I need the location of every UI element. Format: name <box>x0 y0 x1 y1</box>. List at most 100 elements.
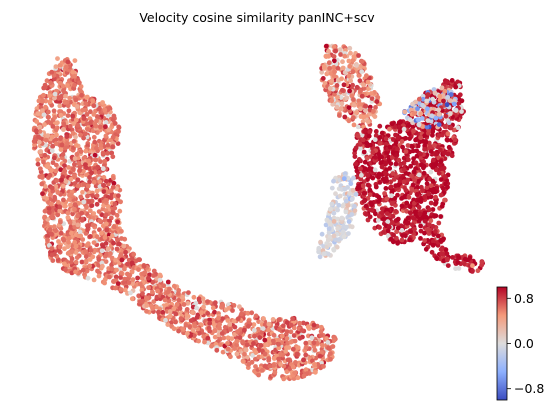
cell-point <box>301 320 306 326</box>
cell-point <box>127 272 133 278</box>
cell-point <box>111 175 116 181</box>
cell-point <box>425 227 431 232</box>
cell-point <box>240 339 246 345</box>
cell-point <box>94 193 100 199</box>
cell-point <box>372 137 378 143</box>
cell-point <box>91 103 97 109</box>
cell-point <box>412 178 417 183</box>
cell-point <box>53 168 59 174</box>
cell-point <box>85 193 90 199</box>
cell-point <box>342 70 348 75</box>
cell-point <box>73 259 79 265</box>
cell-point <box>57 109 62 114</box>
cell-point <box>340 65 346 71</box>
cell-point <box>97 218 103 224</box>
cell-point <box>396 157 402 163</box>
cell-point <box>103 241 109 246</box>
cell-point <box>335 95 340 100</box>
cell-point <box>60 183 66 189</box>
cell-point <box>71 121 77 126</box>
cell-point <box>413 137 418 143</box>
cell-point <box>102 162 107 168</box>
cell-point <box>96 273 102 279</box>
cell-point <box>67 220 73 225</box>
cell-point <box>445 151 451 157</box>
cell-point <box>46 109 51 115</box>
cell-point <box>52 91 58 97</box>
cell-point <box>364 73 369 79</box>
cell-point <box>271 338 276 344</box>
cell-point <box>318 329 324 334</box>
cell-point <box>202 339 207 345</box>
cell-point <box>434 256 440 262</box>
cell-point <box>39 175 45 180</box>
cell-point <box>326 219 332 225</box>
colorbar-tick-label: 0.8 <box>514 291 534 306</box>
cell-point <box>354 110 360 115</box>
cell-point <box>395 135 401 141</box>
cell-point <box>65 113 71 118</box>
cell-point <box>92 139 98 145</box>
cell-point <box>418 135 423 141</box>
cell-point <box>72 82 77 88</box>
cell-point <box>341 176 347 182</box>
cell-point <box>339 87 345 93</box>
cell-point <box>284 329 290 334</box>
cell-point <box>379 164 385 170</box>
cell-point <box>366 133 372 139</box>
cell-point <box>58 219 63 225</box>
cell-point <box>427 207 432 213</box>
cell-point <box>367 129 373 135</box>
cell-point <box>361 198 367 204</box>
cell-point <box>42 152 48 158</box>
cell-point <box>71 173 77 179</box>
cell-point <box>43 137 49 143</box>
cell-point <box>244 342 250 348</box>
cell-point <box>35 157 41 163</box>
cell-point <box>267 363 273 369</box>
cell-point <box>331 337 337 343</box>
cell-point <box>49 185 55 191</box>
cell-point <box>46 206 52 212</box>
cell-point <box>364 140 370 146</box>
cell-point <box>61 237 67 243</box>
cell-point <box>363 203 369 209</box>
cell-point <box>225 318 231 323</box>
cell-point <box>351 102 357 108</box>
cell-point <box>351 97 356 102</box>
cell-point <box>356 53 361 58</box>
cell-point <box>57 204 63 210</box>
cell-point <box>50 124 56 129</box>
cell-point <box>416 96 422 102</box>
scatter-points <box>31 43 485 382</box>
cell-point <box>230 308 235 313</box>
cell-point <box>442 124 448 130</box>
cell-point <box>430 242 436 248</box>
cell-point <box>408 229 413 235</box>
cell-point <box>390 220 396 226</box>
cell-point <box>116 129 121 134</box>
cell-point <box>416 179 421 184</box>
cell-point <box>290 316 295 321</box>
cell-point <box>122 266 127 272</box>
cell-point <box>225 335 231 341</box>
cell-point <box>369 96 375 101</box>
cell-point <box>331 178 336 184</box>
cell-point <box>405 215 411 221</box>
cell-point <box>428 218 434 224</box>
cell-point <box>103 208 109 213</box>
cell-point <box>281 376 287 382</box>
cell-point <box>173 311 179 317</box>
cell-point <box>377 135 383 140</box>
cell-point <box>291 325 297 331</box>
cell-point <box>85 183 91 189</box>
cell-point <box>92 152 98 158</box>
cell-point <box>185 301 191 306</box>
cell-point <box>72 240 78 245</box>
cell-point <box>334 83 340 88</box>
cell-point <box>194 305 200 311</box>
cell-point <box>342 53 348 59</box>
cell-point <box>351 115 356 120</box>
cell-point <box>88 109 93 115</box>
cell-point <box>318 333 324 338</box>
